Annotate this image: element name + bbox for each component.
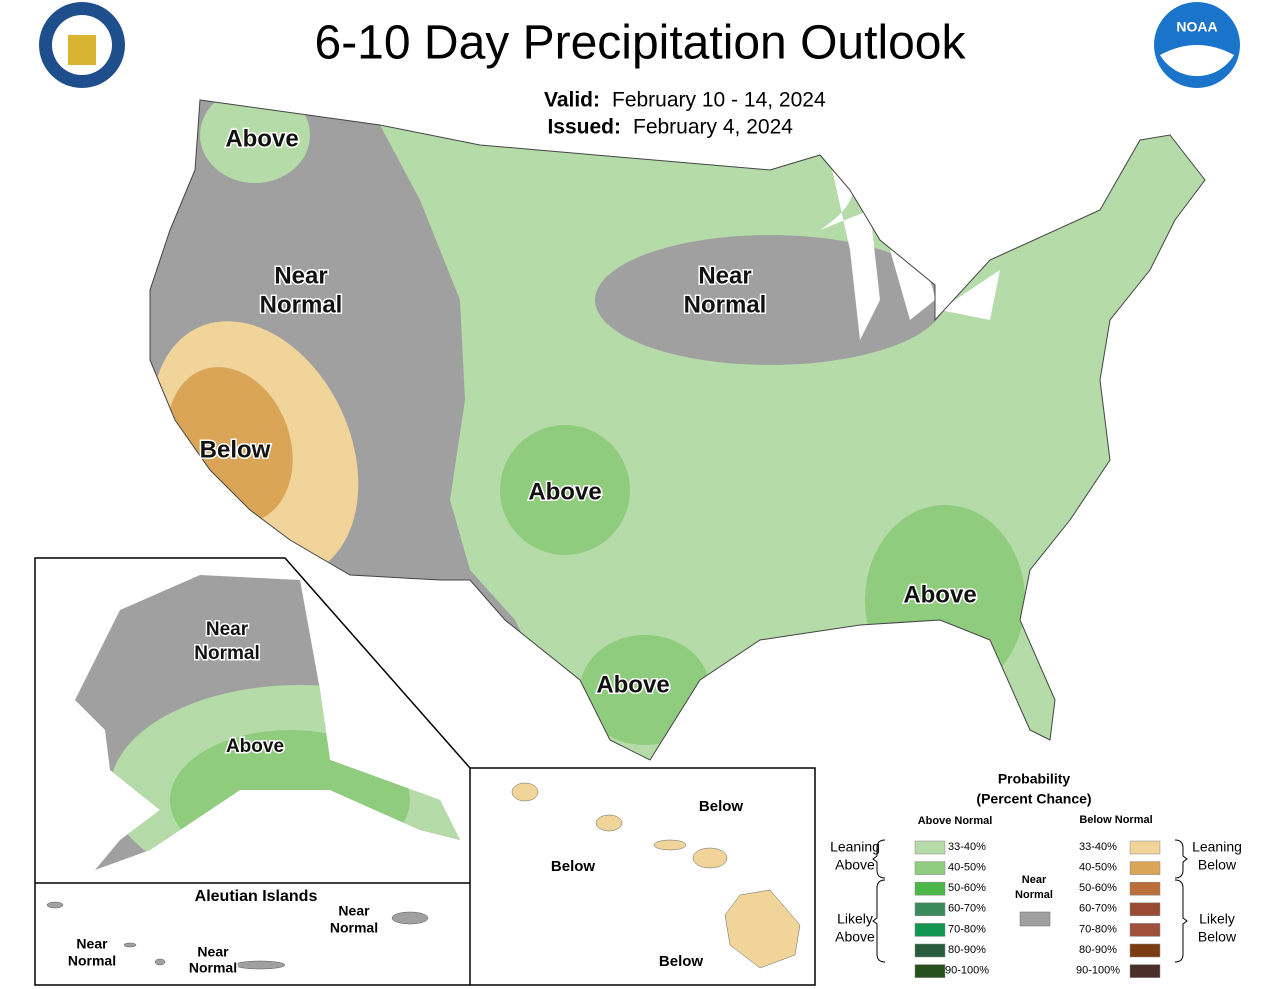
region-label: Normal	[68, 953, 116, 969]
valid-label: Valid:	[544, 89, 600, 112]
region-label: Near	[274, 262, 327, 289]
legend-heading: Above Normal	[918, 815, 993, 827]
valid-dates: February 10 - 14, 2024	[612, 89, 826, 112]
issued-date: February 4, 2024	[633, 116, 793, 139]
legend-near: Normal	[1015, 889, 1053, 901]
legend-range: 50-60%	[948, 882, 986, 894]
legend-group: Below	[1198, 857, 1237, 873]
legend-range: 70-80%	[1079, 923, 1117, 935]
legend-swatch	[914, 861, 946, 875]
region-label: Near	[338, 903, 370, 919]
region-label: Normal	[260, 291, 343, 318]
region-label: Above	[226, 736, 284, 757]
legend-swatch	[1129, 943, 1161, 958]
conus-outline	[149, 99, 1206, 761]
region-label: Normal	[684, 291, 767, 318]
region-label: Above	[596, 671, 669, 698]
noaa-text: NOAA	[1176, 19, 1217, 35]
region-label: Below	[551, 858, 596, 875]
doc-seal	[39, 2, 125, 88]
region-label: Near	[76, 936, 108, 952]
legend-braces	[872, 839, 1188, 963]
region-label: Below	[659, 953, 704, 970]
issued-label: Issued:	[547, 116, 621, 139]
conus	[150, 100, 1205, 760]
region-label: Near	[206, 619, 249, 640]
legend-range: 33-40%	[948, 841, 986, 853]
region-label: Normal	[194, 643, 259, 664]
region-label: Above	[225, 125, 298, 152]
title: 6-10 Day Precipitation Outlook	[315, 17, 967, 70]
legend-swatch	[914, 902, 946, 917]
noaa-logo: NOAA	[1154, 2, 1240, 88]
legend-near: Near	[1022, 874, 1047, 886]
region-label: Near	[698, 262, 751, 289]
legend-range: 40-50%	[1079, 862, 1117, 874]
legend-swatch	[1129, 964, 1161, 978]
legend-group: Leaning	[1192, 839, 1242, 855]
legend-group: Leaning	[830, 839, 880, 855]
legend-range: 60-70%	[948, 903, 986, 915]
hawaii	[511, 782, 801, 969]
legend-range: 60-70%	[1079, 903, 1117, 915]
legend-swatch	[1129, 881, 1161, 896]
legend-subtitle: (Percent Chance)	[976, 791, 1091, 807]
aleutian-islands	[46, 901, 429, 970]
region-label: Above	[903, 581, 976, 608]
legend-swatch	[914, 923, 946, 937]
legend: Probability (Percent Chance) Above Norma…	[830, 769, 1242, 978]
region-label: Below	[699, 798, 744, 815]
legend-swatch	[1019, 911, 1051, 927]
region-label: Below	[200, 436, 271, 463]
inset-title: Aleutian Islands	[195, 888, 318, 905]
legend-swatch	[914, 943, 946, 958]
legend-swatch	[1129, 923, 1161, 937]
legend-group: Above	[835, 929, 875, 945]
legend-title: Probability	[998, 771, 1071, 787]
legend-group: Likely	[1199, 911, 1235, 927]
region-label: Near	[197, 944, 229, 960]
legend-swatch	[1129, 861, 1161, 875]
legend-group: Above	[835, 857, 875, 873]
legend-swatch	[1129, 902, 1161, 917]
legend-range: 80-90%	[1079, 944, 1117, 956]
region-label: Above	[528, 478, 601, 505]
region-label: Normal	[189, 960, 237, 976]
legend-heading: Below Normal	[1079, 814, 1152, 826]
map-labels: Above Near Normal Near Normal Below Abov…	[66, 124, 978, 977]
inset-frames	[34, 557, 816, 986]
legend-range: 70-80%	[948, 923, 986, 935]
legend-range: 50-60%	[1079, 882, 1117, 894]
legend-range: 90-100%	[1076, 965, 1120, 977]
legend-swatch	[914, 964, 946, 978]
legend-range: 80-90%	[948, 944, 986, 956]
region-label: Normal	[330, 920, 378, 936]
legend-group: Likely	[837, 911, 873, 927]
legend-range: 33-40%	[1079, 841, 1117, 853]
legend-swatch	[1129, 840, 1161, 855]
legend-group: Below	[1198, 929, 1237, 945]
alaska	[75, 575, 460, 870]
legend-range: 40-50%	[948, 862, 986, 874]
legend-swatch	[914, 840, 946, 855]
legend-range: 90-100%	[945, 965, 989, 977]
legend-swatch	[914, 881, 946, 896]
